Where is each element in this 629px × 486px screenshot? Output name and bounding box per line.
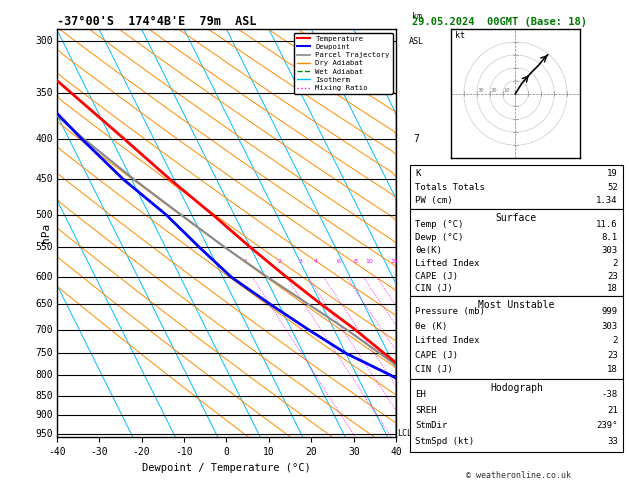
Text: Lifted Index: Lifted Index xyxy=(415,259,480,268)
Text: CAPE (J): CAPE (J) xyxy=(415,351,458,360)
Text: 239°: 239° xyxy=(596,421,618,431)
Text: 4: 4 xyxy=(314,260,318,264)
Text: km: km xyxy=(411,12,421,21)
Text: 5: 5 xyxy=(414,210,420,220)
Text: Lifted Index: Lifted Index xyxy=(415,336,480,346)
Text: StmDir: StmDir xyxy=(415,421,447,431)
Text: 20: 20 xyxy=(491,88,497,93)
Text: 2: 2 xyxy=(612,259,618,268)
Text: CIN (J): CIN (J) xyxy=(415,365,453,375)
Text: 400: 400 xyxy=(36,134,53,144)
Text: 300: 300 xyxy=(36,36,53,46)
Text: Most Unstable: Most Unstable xyxy=(478,300,555,311)
Text: Temp (°C): Temp (°C) xyxy=(415,220,464,229)
Text: 19: 19 xyxy=(607,169,618,178)
Text: 850: 850 xyxy=(36,391,53,401)
Text: 350: 350 xyxy=(36,88,53,98)
Text: 303: 303 xyxy=(601,245,618,255)
Text: Dewp (°C): Dewp (°C) xyxy=(415,233,464,242)
Text: 6: 6 xyxy=(337,260,341,264)
Text: kt: kt xyxy=(455,31,465,40)
Text: CAPE (J): CAPE (J) xyxy=(415,272,458,280)
Text: 6: 6 xyxy=(414,174,420,184)
Text: -38: -38 xyxy=(601,390,618,399)
Text: 550: 550 xyxy=(36,243,53,252)
Text: 650: 650 xyxy=(36,299,53,310)
Text: K: K xyxy=(415,169,421,178)
Text: 700: 700 xyxy=(36,325,53,335)
Text: 15: 15 xyxy=(390,260,398,264)
Text: 800: 800 xyxy=(36,370,53,380)
Text: 450: 450 xyxy=(36,174,53,184)
Text: 600: 600 xyxy=(36,272,53,282)
Text: 3: 3 xyxy=(414,325,420,335)
Text: 21: 21 xyxy=(607,405,618,415)
Text: 4: 4 xyxy=(414,272,420,282)
X-axis label: Dewpoint / Temperature (°C): Dewpoint / Temperature (°C) xyxy=(142,463,311,473)
Text: 7: 7 xyxy=(414,134,420,144)
Text: Surface: Surface xyxy=(496,213,537,223)
Text: Mixing Ratio (g/kg): Mixing Ratio (g/kg) xyxy=(426,186,435,281)
Text: 23: 23 xyxy=(607,351,618,360)
Text: 900: 900 xyxy=(36,410,53,420)
Text: 18: 18 xyxy=(607,365,618,375)
Text: © weatheronline.co.uk: © weatheronline.co.uk xyxy=(467,471,571,480)
Text: StmSpd (kt): StmSpd (kt) xyxy=(415,437,474,446)
Text: 1: 1 xyxy=(243,260,247,264)
Legend: Temperature, Dewpoint, Parcel Trajectory, Dry Adiabat, Wet Adiabat, Isotherm, Mi: Temperature, Dewpoint, Parcel Trajectory… xyxy=(294,33,392,94)
Text: 2: 2 xyxy=(414,370,420,380)
Text: 29.05.2024  00GMT (Base: 18): 29.05.2024 00GMT (Base: 18) xyxy=(412,17,587,27)
Text: 18: 18 xyxy=(607,284,618,294)
Text: 2: 2 xyxy=(612,336,618,346)
Text: ASL: ASL xyxy=(409,37,424,46)
Text: 30: 30 xyxy=(477,88,484,93)
Text: Hodograph: Hodograph xyxy=(490,383,543,393)
Text: LCL: LCL xyxy=(397,429,412,438)
Text: 10: 10 xyxy=(365,260,372,264)
Text: CIN (J): CIN (J) xyxy=(415,284,453,294)
Text: 950: 950 xyxy=(36,429,53,439)
Text: θe(K): θe(K) xyxy=(415,245,442,255)
Text: 3: 3 xyxy=(298,260,303,264)
Text: 1.34: 1.34 xyxy=(596,196,618,206)
Text: 33: 33 xyxy=(607,437,618,446)
Text: 8.1: 8.1 xyxy=(601,233,618,242)
Text: 999: 999 xyxy=(601,307,618,316)
Text: Totals Totals: Totals Totals xyxy=(415,183,485,192)
Y-axis label: hPa: hPa xyxy=(41,223,51,243)
Text: 500: 500 xyxy=(36,210,53,220)
Text: EH: EH xyxy=(415,390,426,399)
Text: 303: 303 xyxy=(601,322,618,331)
Text: 750: 750 xyxy=(36,348,53,358)
Text: 10: 10 xyxy=(503,88,509,93)
Text: 2: 2 xyxy=(277,260,281,264)
Text: PW (cm): PW (cm) xyxy=(415,196,453,206)
Text: 52: 52 xyxy=(607,183,618,192)
Text: 8: 8 xyxy=(353,260,357,264)
Text: -37°00'S  174°4B'E  79m  ASL: -37°00'S 174°4B'E 79m ASL xyxy=(57,15,256,28)
Text: Pressure (mb): Pressure (mb) xyxy=(415,307,485,316)
Text: θe (K): θe (K) xyxy=(415,322,447,331)
Text: 11.6: 11.6 xyxy=(596,220,618,229)
Text: 23: 23 xyxy=(607,272,618,280)
Text: SREH: SREH xyxy=(415,405,437,415)
Text: 1: 1 xyxy=(414,410,420,420)
